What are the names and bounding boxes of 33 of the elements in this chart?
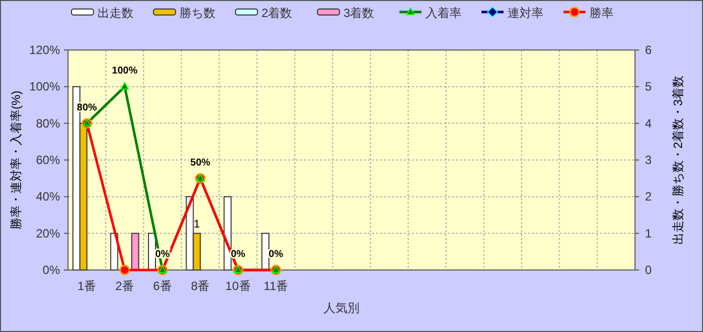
y-tick-label: 60%	[36, 153, 60, 167]
x-tick-label: 6番	[153, 279, 172, 293]
data-label: 50%	[190, 157, 210, 168]
y-tick-label: 120%	[29, 43, 60, 57]
legend-label: 出走数	[98, 6, 134, 20]
y-tick-label: 0%	[42, 263, 60, 277]
legend-label: 連対率	[508, 6, 544, 20]
y-tick-label: 100%	[29, 80, 60, 94]
y-axis-title: 勝率・連対率・入着率(%)	[9, 90, 23, 230]
x-tick-label: 1番	[78, 279, 96, 293]
y2-axis-title: 出走数・勝ち数・2着数・3着数	[671, 75, 685, 245]
legend-label: 2着数	[262, 6, 292, 20]
x-axis-title: 人気別	[324, 301, 360, 315]
y2-tick-label: 1	[645, 226, 652, 240]
data-label: 1	[194, 218, 200, 230]
y2-tick-label: 0	[645, 263, 652, 277]
legend-label: 入着率	[426, 6, 462, 20]
x-tick-label: 2番	[115, 279, 134, 293]
data-label: 100%	[112, 66, 138, 77]
x-tick-label: 11番	[264, 279, 288, 293]
legend-label: 3着数	[344, 6, 374, 20]
y2-tick-label: 5	[645, 80, 652, 94]
y-tick-label: 80%	[36, 116, 60, 130]
y2-tick-label: 6	[645, 43, 652, 57]
legend-label: 勝ち数	[180, 6, 216, 20]
legend-label: 勝率	[590, 6, 614, 20]
y-tick-label: 40%	[36, 190, 60, 204]
x-tick-label: 8番	[190, 279, 210, 293]
y2-tick-label: 2	[645, 190, 652, 204]
y2-tick-label: 4	[645, 116, 652, 130]
x-tick-label: 10番	[225, 279, 251, 293]
y2-tick-label: 3	[645, 153, 652, 167]
y-tick-label: 20%	[36, 226, 60, 240]
